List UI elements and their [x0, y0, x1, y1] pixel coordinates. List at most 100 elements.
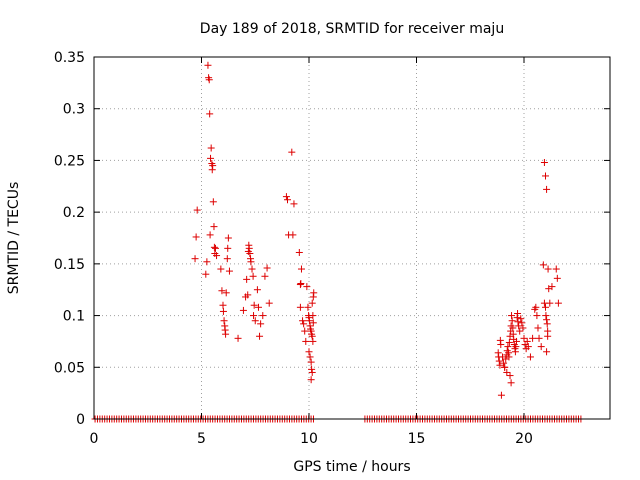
data-point: [505, 338, 513, 346]
data-point: [307, 376, 315, 384]
data-point: [219, 307, 227, 315]
data-point: [507, 379, 515, 387]
data-point: [301, 327, 309, 335]
data-point: [204, 61, 212, 69]
data-point: [224, 244, 232, 252]
data-point: [284, 196, 291, 204]
data-point: [217, 265, 225, 273]
data-point: [534, 324, 542, 332]
data-point: [248, 265, 256, 273]
data-point: [529, 334, 537, 342]
data-point: [310, 289, 318, 297]
y-tick-label: 0.15: [54, 257, 85, 273]
data-point: [206, 110, 214, 118]
data-point: [514, 310, 522, 318]
data-point: [245, 244, 253, 252]
data-point: [308, 365, 316, 373]
data-point: [542, 312, 550, 320]
data-point: [250, 312, 258, 320]
data-point: [543, 320, 551, 328]
data-point: [225, 267, 233, 275]
data-point: [213, 252, 221, 260]
data-point: [210, 243, 218, 251]
y-tick-label: 0.2: [63, 205, 85, 221]
data-point: [295, 248, 303, 256]
data-point: [540, 158, 548, 166]
data-point: [299, 317, 307, 325]
data-point: [546, 299, 554, 307]
data-point: [300, 320, 308, 328]
y-tick-label: 0.05: [54, 360, 85, 376]
data-point: [509, 324, 517, 332]
data-point: [553, 274, 561, 282]
data-point: [203, 258, 211, 266]
data-point: [244, 291, 252, 299]
data-point: [250, 301, 258, 309]
data-point: [222, 330, 230, 338]
data-point: [253, 286, 261, 294]
data-point: [305, 348, 313, 356]
data-point: [520, 334, 528, 342]
data-point: [495, 357, 503, 365]
data-point: [205, 76, 213, 84]
plot-frame: [93, 56, 611, 420]
y-axis-label: SRMTID / TECUs: [6, 182, 22, 295]
data-point: [209, 162, 217, 170]
data-point: [497, 341, 505, 349]
x-tick-label: 20: [515, 431, 533, 447]
data-point: [219, 301, 227, 309]
data-point: [506, 372, 514, 380]
data-point: [512, 337, 520, 345]
data-point: [548, 283, 556, 291]
data-point: [532, 303, 540, 311]
data-point: [251, 317, 259, 325]
tick-labels: 0 0.05 0.1 0.15 0.2 0.25 0.3 0.35 0 5 10 15 20: [54, 50, 533, 447]
y-tick-label: 0.35: [54, 50, 85, 66]
data-point: [243, 275, 251, 283]
data-point: [288, 148, 296, 156]
x-axis-label: GPS time / hours: [293, 459, 410, 475]
x-tick-label: 5: [197, 431, 206, 447]
data-point: [308, 299, 316, 307]
data-point: [539, 261, 547, 269]
data-point: [544, 265, 552, 273]
data-point: [542, 172, 549, 180]
data-point: [496, 361, 504, 369]
data-point: [512, 343, 520, 351]
data-point: [508, 317, 516, 325]
data-point: [501, 363, 509, 371]
data-point: [296, 303, 304, 311]
data-point: [519, 324, 527, 332]
data-point: [309, 337, 317, 345]
data-point: [503, 368, 511, 376]
data-point: [290, 200, 298, 208]
data-point: [305, 317, 313, 325]
y-tick-label: 0.3: [63, 102, 85, 118]
data-point: [224, 234, 232, 242]
data-point: [191, 255, 199, 263]
data-point: [297, 265, 305, 273]
data-point: [207, 154, 215, 162]
data-point: [246, 250, 254, 258]
data-point: [193, 206, 201, 214]
data-point: [302, 337, 310, 345]
data-point: [202, 270, 210, 278]
data-point: [533, 312, 541, 320]
data-point: [306, 353, 314, 361]
data-point: [249, 272, 257, 280]
data-point: [220, 317, 228, 325]
data-point: [500, 359, 508, 367]
data-point: [254, 303, 262, 311]
data-point: [207, 144, 215, 152]
data-point: [211, 244, 219, 252]
chart-title: Day 189 of 2018, SRMTID for receiver maj…: [200, 21, 504, 37]
data-point: [223, 255, 231, 263]
data-point: [289, 231, 297, 239]
data-point: [516, 327, 524, 335]
data-point: [543, 185, 551, 193]
data-point: [308, 332, 316, 340]
data-point: [282, 193, 290, 201]
data-point: [209, 198, 217, 206]
data-point: [524, 343, 532, 351]
data-point: [206, 231, 214, 239]
